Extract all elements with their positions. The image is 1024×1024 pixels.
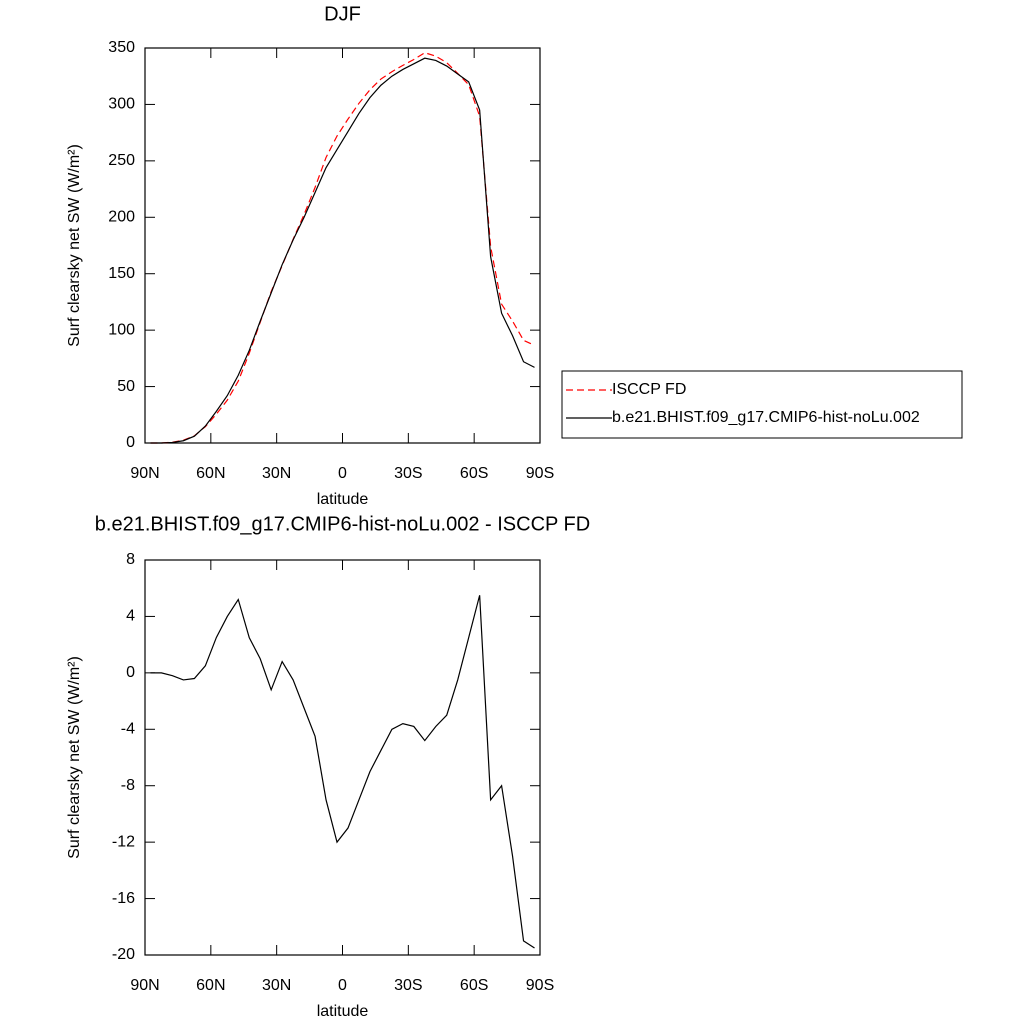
legend-label: b.e21.BHIST.f09_g17.CMIP6-hist-noLu.002 [612,409,920,426]
y-tick-label: 0 [126,434,135,451]
x-tick-label: 60N [196,465,225,482]
y-tick-label: -4 [121,721,135,738]
x-tick-label: 0 [338,977,347,994]
y-tick-label: 50 [117,378,135,395]
x-axis-label: latitude [317,1003,369,1020]
y-tick-label: -12 [112,833,135,850]
x-tick-label: 90N [130,465,159,482]
chart-title: b.e21.BHIST.f09_g17.CMIP6-hist-noLu.002 … [95,513,590,535]
y-tick-label: -16 [112,890,135,907]
legend-label: ISCCP FD [612,381,686,398]
y-tick-label: 200 [108,209,135,226]
chart-title: DJF [324,3,361,25]
x-tick-label: 90S [526,465,554,482]
y-tick-label: -20 [112,946,135,963]
x-tick-label: 60S [460,977,488,994]
x-tick-label: 90N [130,977,159,994]
x-tick-label: 30S [394,465,422,482]
series-line [150,57,535,444]
y-tick-label: 350 [108,39,135,56]
y-tick-label: 300 [108,96,135,113]
series-line [150,595,535,949]
y-tick-label: 4 [126,608,135,625]
y-tick-label: 8 [126,551,135,568]
x-tick-label: 0 [338,465,347,482]
y-tick-label: 150 [108,265,135,282]
y-axis-label: Surf clearsky net SW (W/m²) [66,656,83,859]
y-axis-label: Surf clearsky net SW (W/m²) [66,144,83,347]
x-tick-label: 30N [262,977,291,994]
x-tick-label: 90S [526,977,554,994]
y-tick-label: -8 [121,777,135,794]
series-line [150,52,535,444]
y-tick-label: 100 [108,321,135,338]
x-tick-label: 60S [460,465,488,482]
x-tick-label: 60N [196,977,225,994]
y-tick-label: 250 [108,152,135,169]
plot-frame [144,47,541,444]
legend-box [561,370,963,439]
x-axis-label: latitude [317,491,369,508]
plot-frame [144,559,541,956]
y-tick-label: 0 [126,664,135,681]
x-tick-label: 30N [262,465,291,482]
x-tick-label: 30S [394,977,422,994]
